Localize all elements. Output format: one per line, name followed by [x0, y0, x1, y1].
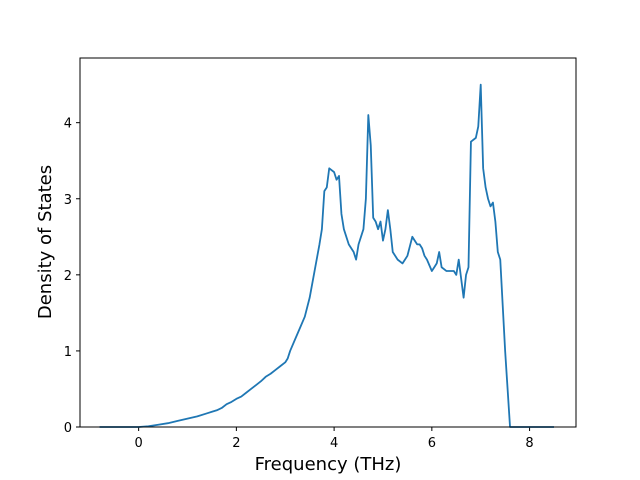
x-tick-label: 2 [232, 436, 240, 451]
plot-frame [79, 57, 577, 428]
x-tick-label: 0 [134, 436, 142, 451]
y-axis-title: Density of States [35, 165, 56, 319]
series-line-0 [99, 83, 555, 428]
x-tick-label: 8 [525, 436, 533, 451]
plot-area [80, 58, 576, 427]
line-layer [99, 83, 555, 428]
ticks-layer: 0 2 4 6 8 0 1 2 3 4 [64, 117, 534, 451]
x-tick-label: 6 [428, 436, 436, 451]
y-tick-label: 2 [64, 269, 72, 284]
y-tick-label: 3 [64, 193, 72, 208]
x-axis-title: Frequency (THz) [255, 454, 402, 475]
y-tick-label: 1 [64, 345, 72, 360]
y-tick-label: 4 [64, 117, 72, 132]
y-tick-label: 0 [64, 421, 72, 436]
x-tick-label: 4 [330, 436, 338, 451]
